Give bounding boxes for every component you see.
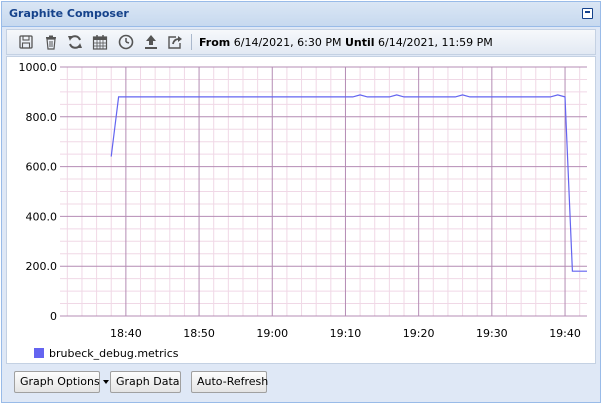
x-tick-label: 19:40	[549, 327, 581, 340]
x-tick-label: 19:00	[256, 327, 288, 340]
y-tick-label: 800.0	[26, 111, 58, 124]
dropdown-arrow-icon	[102, 380, 109, 384]
graph-options-label: Graph Options	[20, 375, 100, 388]
upload-icon[interactable]	[142, 33, 160, 51]
auto-refresh-button[interactable]: Auto-Refresh	[191, 371, 269, 393]
from-value: 6/14/2021, 6:30 PM	[233, 36, 342, 49]
legend-swatch	[34, 348, 44, 358]
auto-refresh-label: Auto-Refresh	[197, 375, 269, 388]
graph-chart: 0 200.0 400.0 600.0 800.0 1000.0 18:40 18:50 19:…	[19, 61, 587, 360]
graph-area: 0 200.0 400.0 600.0 800.0 1000.0 18:40 18:50 19:…	[6, 56, 596, 364]
series-line	[110, 94, 587, 272]
time-range[interactable]: From 6/14/2021, 6:30 PM Until 6/14/2021,…	[199, 36, 493, 49]
graph-data-button[interactable]: Graph Data	[110, 371, 181, 393]
legend-label: brubeck_debug.metrics	[49, 347, 179, 360]
title-bar: Graphite Composer	[2, 2, 600, 27]
graph-data-label: Graph Data	[116, 375, 180, 388]
toolbar: From 6/14/2021, 6:30 PM Until 6/14/2021,…	[6, 29, 596, 55]
until-label: Until	[344, 36, 375, 49]
calendar-icon[interactable]	[91, 33, 109, 51]
y-tick-label: 0	[50, 310, 57, 323]
toolbar-separator	[191, 34, 192, 50]
y-tick-label: 400.0	[26, 210, 58, 223]
y-tick-label: 200.0	[26, 260, 58, 273]
collapse-icon[interactable]	[582, 8, 593, 19]
save-icon[interactable]	[17, 33, 35, 51]
y-tick-label: 600.0	[26, 161, 58, 174]
window-title: Graphite Composer	[9, 7, 129, 20]
graph-options-button[interactable]: Graph Options	[14, 371, 109, 393]
x-tick-label: 19:20	[403, 327, 435, 340]
x-tick-label: 18:50	[183, 327, 215, 340]
x-tick-label: 19:30	[476, 327, 508, 340]
y-tick-label: 1000.0	[19, 61, 58, 74]
until-value: 6/14/2021, 11:59 PM	[378, 36, 493, 49]
share-icon[interactable]	[166, 33, 184, 51]
x-tick-label: 19:10	[330, 327, 362, 340]
refresh-icon[interactable]	[66, 33, 84, 51]
trash-icon[interactable]	[42, 33, 60, 51]
x-tick-label: 18:40	[110, 327, 142, 340]
clock-icon[interactable]	[117, 33, 135, 51]
from-label: From	[199, 36, 231, 49]
